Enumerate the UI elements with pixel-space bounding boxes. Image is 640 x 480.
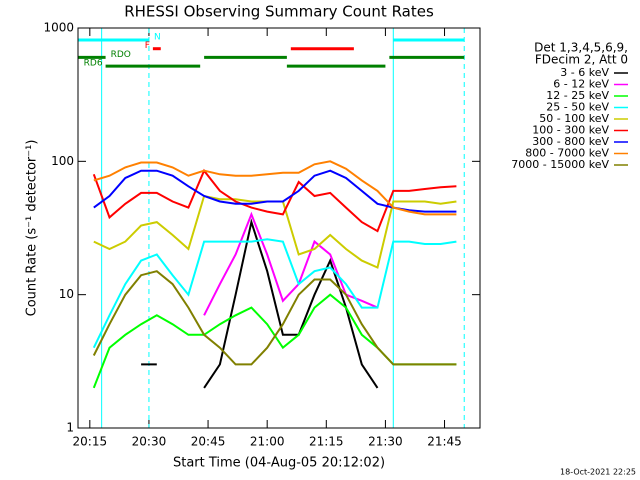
legend-label: 7000 - 15000 keV bbox=[511, 158, 609, 171]
y-tick-label: 10 bbox=[59, 287, 74, 301]
x-tick-label: 21:15 bbox=[309, 435, 344, 449]
legend-label: 800 - 7000 keV bbox=[525, 147, 609, 160]
y-tick-label: 100 bbox=[51, 154, 74, 168]
x-tick-label: 20:15 bbox=[73, 435, 108, 449]
x-tick-label: 21:45 bbox=[427, 435, 462, 449]
flag-label: RD6 bbox=[84, 59, 103, 69]
legend-label: 25 - 50 keV bbox=[546, 101, 609, 114]
y-tick-label: 1000 bbox=[43, 21, 74, 35]
legend-label: 300 - 800 keV bbox=[532, 135, 609, 148]
flag-label: F bbox=[145, 41, 150, 51]
legend-label: 6 - 12 keV bbox=[553, 78, 609, 91]
legend-title: Det 1,3,4,5,6,9, bbox=[534, 41, 628, 55]
x-tick-label: 20:30 bbox=[132, 435, 167, 449]
timestamp: 18-Oct-2021 22:25 bbox=[560, 468, 636, 477]
y-axis-label: Count Rate (s⁻¹ detector⁻¹) bbox=[25, 140, 40, 317]
series-line bbox=[92, 270, 457, 366]
series-line bbox=[92, 168, 457, 233]
x-tick-label: 20:45 bbox=[191, 435, 226, 449]
x-axis-label: Start Time (04-Aug-05 20:12:02) bbox=[173, 456, 385, 471]
flag-label: RDO bbox=[111, 50, 131, 60]
x-tick-label: 21:30 bbox=[368, 435, 403, 449]
chart-title: RHESSI Observing Summary Count Rates bbox=[124, 3, 434, 21]
legend-label: 3 - 6 keV bbox=[560, 66, 609, 79]
series-line bbox=[203, 211, 378, 316]
y-tick-label: 1 bbox=[66, 421, 74, 435]
series-line bbox=[141, 218, 379, 389]
flag-label: N bbox=[154, 33, 161, 43]
legend-label: 12 - 25 keV bbox=[546, 89, 609, 102]
legend-label: 50 - 100 keV bbox=[539, 112, 609, 125]
plot-frame bbox=[77, 27, 481, 429]
series-line bbox=[92, 238, 457, 349]
legend-label: 100 - 300 keV bbox=[532, 124, 609, 137]
legend-title: FDecim 2, Att 0 bbox=[535, 53, 628, 67]
series-line bbox=[93, 160, 457, 216]
x-tick-label: 21:00 bbox=[250, 435, 285, 449]
